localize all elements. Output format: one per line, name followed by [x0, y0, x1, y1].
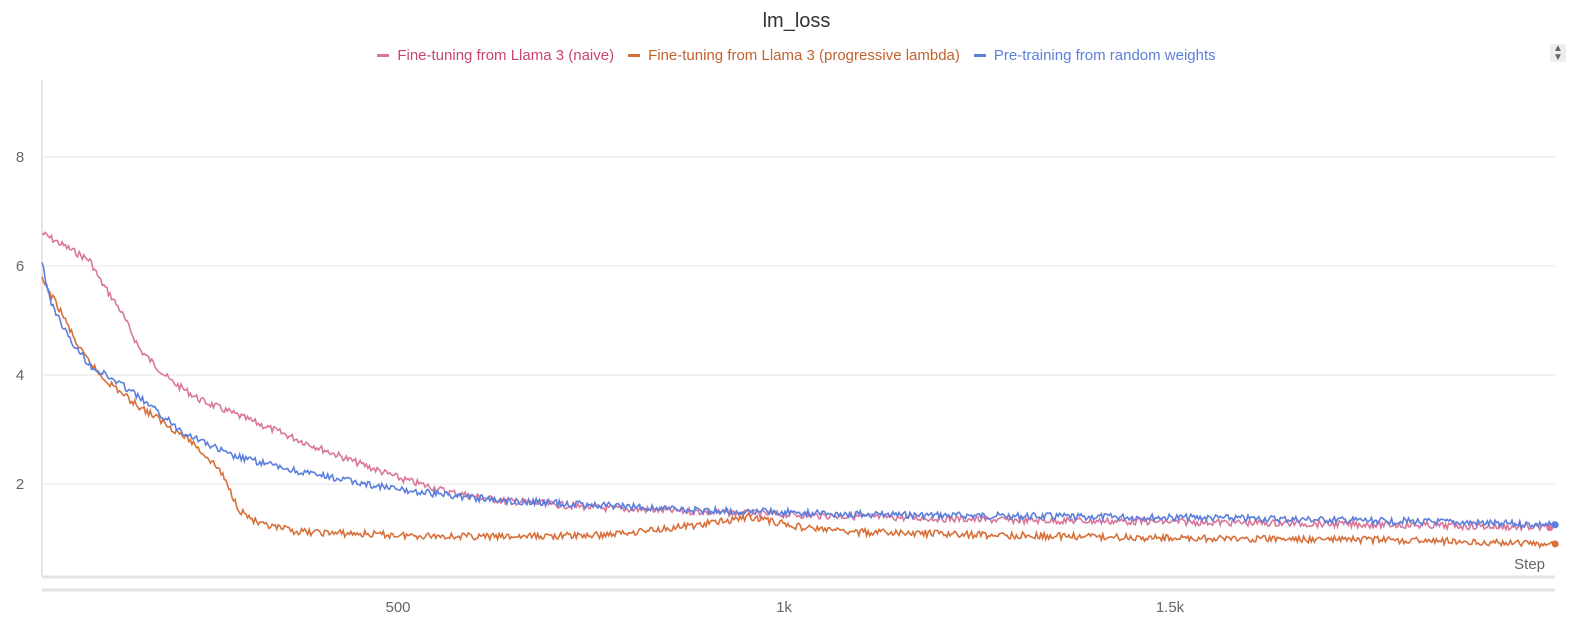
- legend-item[interactable]: Fine-tuning from Llama 3 (naive): [377, 47, 614, 64]
- series-line[interactable]: [41, 276, 1556, 550]
- legend-swatch: [377, 54, 390, 57]
- legend-swatch: [973, 54, 986, 57]
- series-line[interactable]: [41, 262, 1556, 530]
- legend-item[interactable]: Pre-training from random weights: [973, 47, 1216, 64]
- chart-title: lm_loss: [762, 10, 831, 32]
- legend-item[interactable]: Fine-tuning from Llama 3 (progressive la…: [628, 47, 960, 64]
- series-endpoint: [1551, 540, 1559, 548]
- legend-scroll-arrows-icon[interactable]: ▲ ▼: [1550, 44, 1566, 63]
- y-tick-label: 4: [16, 367, 24, 384]
- legend-label: Fine-tuning from Llama 3 (naive): [397, 47, 615, 64]
- legend-swatch: [628, 54, 641, 57]
- x-tick-label: 500: [385, 599, 410, 616]
- x-tick-label: 1k: [776, 599, 792, 616]
- x-axis-label: Step: [1514, 556, 1545, 573]
- y-tick-label: 6: [16, 258, 24, 275]
- legend-label: Fine-tuning from Llama 3 (progressive la…: [648, 47, 960, 64]
- legend-label: Pre-training from random weights: [993, 47, 1216, 64]
- y-tick-label: 2: [16, 476, 24, 493]
- legend: Fine-tuning from Llama 3 (naive) Fine-tun…: [0, 44, 1593, 64]
- x-tick-label: 1.5k: [1156, 599, 1185, 616]
- series-line[interactable]: [41, 231, 1550, 533]
- series-endpoint: [1551, 521, 1559, 529]
- y-tick-label: 8: [16, 149, 24, 166]
